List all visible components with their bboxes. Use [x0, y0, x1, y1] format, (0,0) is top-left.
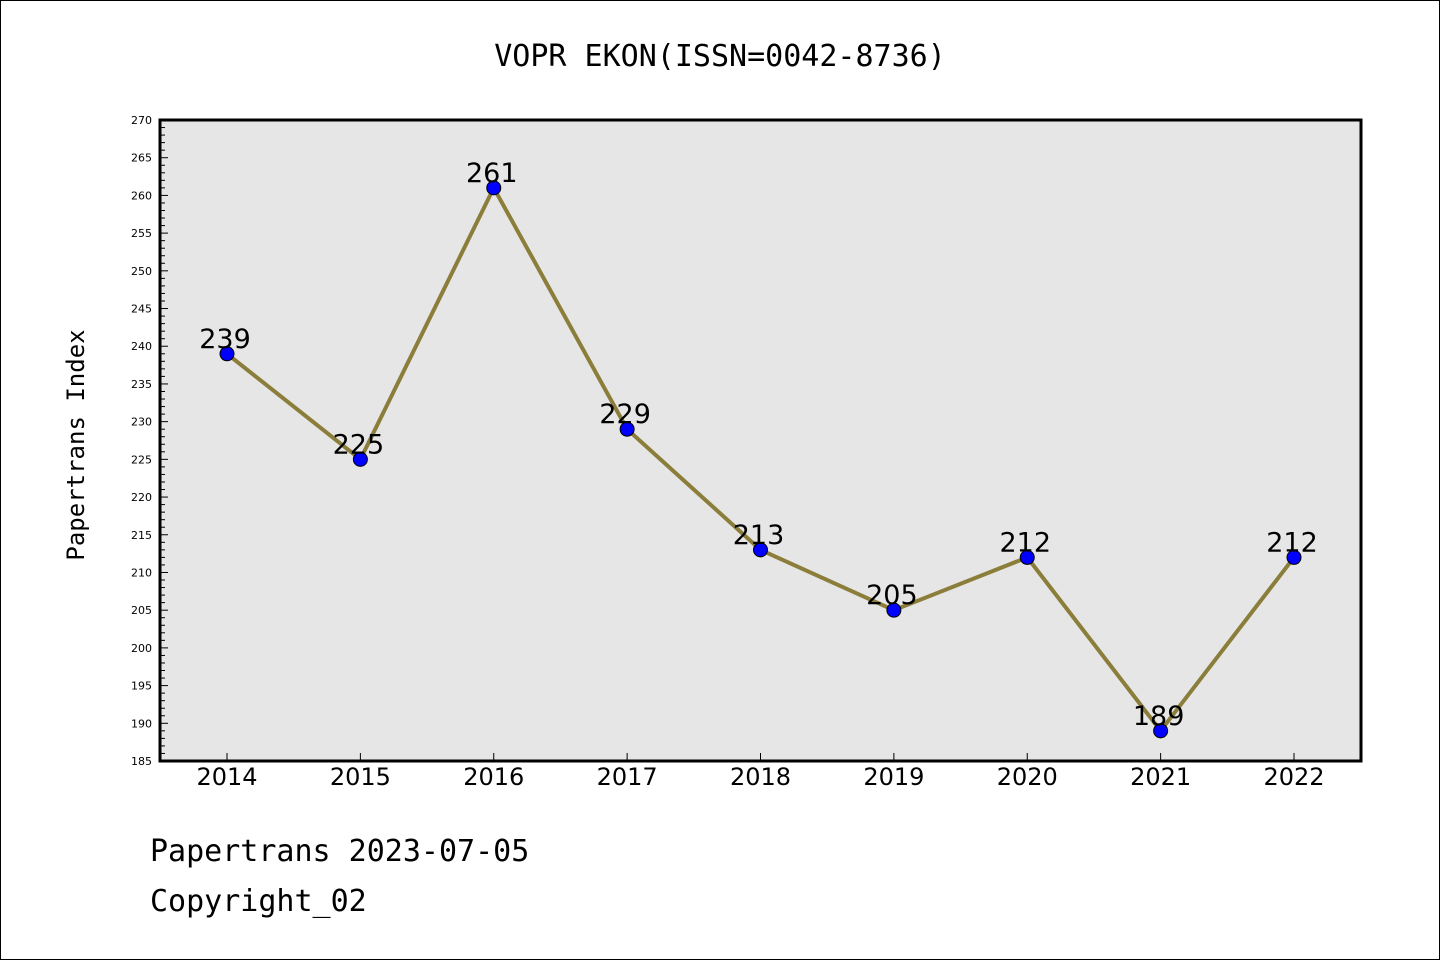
footer-date-line: Papertrans 2023-07-05	[150, 834, 530, 869]
x-axis: 2014 2015 2016 2017 2018 2019 2020 2021 2022	[196, 753, 1325, 791]
y-tick-label: 250	[131, 265, 152, 278]
data-point	[619, 421, 635, 437]
data-point	[1153, 723, 1169, 739]
x-tick-label: 2020	[997, 763, 1058, 791]
x-tick-label: 2016	[463, 763, 524, 791]
x-tick-label: 2017	[597, 763, 658, 791]
data-label: 189	[1133, 701, 1185, 732]
y-tick-label: 260	[131, 189, 152, 202]
plot-area	[160, 120, 1361, 761]
data-label: 205	[866, 580, 918, 611]
y-tick-label: 190	[131, 717, 152, 730]
x-tick-label: 2015	[330, 763, 391, 791]
y-tick-label: 265	[131, 152, 152, 165]
y-tick-label: 270	[131, 114, 152, 127]
x-tick-label: 2014	[196, 763, 257, 791]
y-tick-label: 225	[131, 453, 152, 466]
data-point	[1019, 549, 1035, 565]
data-point	[753, 542, 768, 558]
data-label: 212	[1266, 527, 1318, 558]
y-tick-label: 200	[131, 642, 152, 655]
y-tick-label: 230	[131, 416, 152, 429]
x-tick-label: 2018	[730, 763, 791, 791]
x-tick-label: 2021	[1130, 763, 1191, 791]
y-axis: 185 190 195 200 205 210 215 220 225 230 235 240 245 2…	[131, 114, 168, 768]
data-label: 229	[599, 399, 651, 430]
footer-copyright: Copyright_02	[150, 884, 367, 919]
y-tick-label: 210	[131, 566, 152, 579]
data-label: 212	[999, 527, 1051, 558]
y-tick-label: 235	[131, 378, 152, 391]
data-point	[352, 451, 368, 467]
y-axis-label: Papertrans Index	[62, 329, 90, 560]
data-label: 239	[199, 324, 251, 355]
y-tick-label: 215	[131, 529, 152, 542]
y-tick-label: 240	[131, 340, 152, 353]
x-tick-label: 2019	[863, 763, 924, 791]
y-tick-label: 185	[131, 755, 152, 768]
chart-title: VOPR EKON(ISSN=0042-8736)	[494, 39, 946, 74]
y-tick-label: 220	[131, 491, 152, 504]
plot-border	[158, 118, 1363, 763]
data-point	[486, 180, 502, 196]
y-tick-label: 255	[131, 227, 152, 240]
data-point	[1286, 549, 1302, 565]
y-tick-label: 195	[131, 680, 152, 693]
data-point	[219, 346, 235, 362]
x-tick-label: 2022	[1263, 763, 1324, 791]
data-label: 213	[733, 520, 785, 551]
data-label: 261	[466, 158, 518, 189]
y-tick-label: 245	[131, 303, 152, 316]
data-label: 225	[333, 429, 385, 460]
series-layer: 239 225 261 229 213 205 212 189 212	[199, 158, 1318, 739]
data-point	[886, 602, 902, 618]
y-tick-label: 205	[131, 604, 152, 617]
